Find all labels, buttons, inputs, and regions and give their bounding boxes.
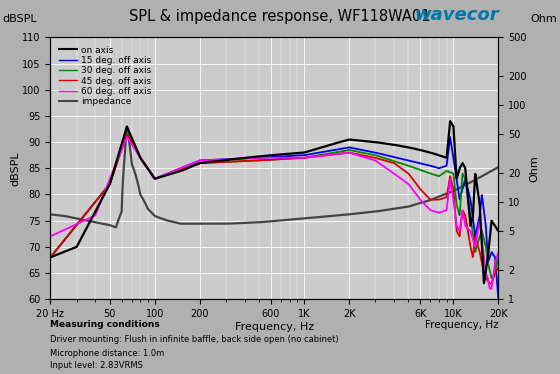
Text: Driver mounting: Flush in infinite baffle, back side open (no cabinet): Driver mounting: Flush in infinite baffl… — [50, 335, 339, 344]
Text: Ohm: Ohm — [530, 14, 557, 24]
Y-axis label: Ohm: Ohm — [529, 155, 539, 182]
Legend: on axis, 15 deg. off axis, 30 deg. off axis, 45 deg. off axis, 60 deg. off axis,: on axis, 15 deg. off axis, 30 deg. off a… — [55, 42, 155, 110]
Text: Input level: 2.83VRMS: Input level: 2.83VRMS — [50, 361, 143, 370]
Text: wavecor: wavecor — [414, 6, 499, 24]
Text: dBSPL: dBSPL — [3, 14, 38, 24]
Text: Microphone distance: 1.0m: Microphone distance: 1.0m — [50, 349, 165, 358]
X-axis label: Frequency, Hz: Frequency, Hz — [235, 322, 314, 332]
Text: SPL & impedance response, WF118WA01: SPL & impedance response, WF118WA01 — [129, 9, 431, 24]
Text: Frequency, Hz: Frequency, Hz — [425, 320, 498, 330]
Text: Measuring conditions: Measuring conditions — [50, 320, 160, 329]
Y-axis label: dBSPL: dBSPL — [11, 151, 21, 186]
